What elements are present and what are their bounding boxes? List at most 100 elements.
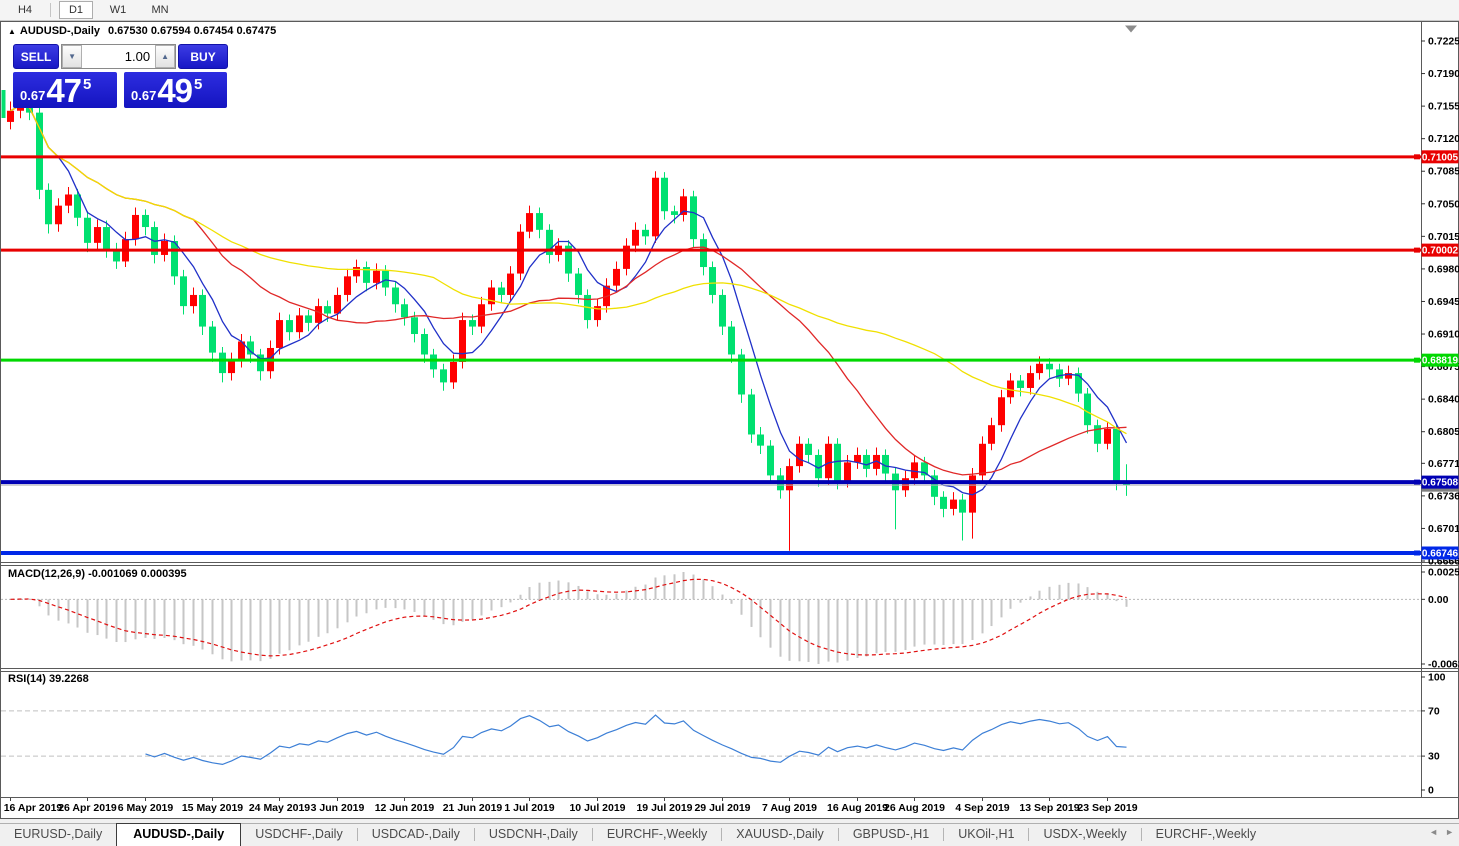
tab-audusd-daily[interactable]: AUDUSD-,Daily [116, 823, 242, 846]
date-tick-label: 26 Apr 2019 [58, 802, 117, 814]
timeframe-button-mn[interactable]: MN [151, 4, 169, 16]
candle [998, 389, 1005, 432]
candle [748, 388, 755, 443]
candle [613, 261, 620, 293]
hline-label-0.71005[interactable]: 0.71005 [1414, 150, 1459, 164]
sell-price-box[interactable]: 0.67 47 5 [13, 72, 117, 108]
macd-header: MACD(12,26,9) -0.001069 0.000395 [8, 568, 187, 580]
buy-price-big: 49 [157, 72, 193, 109]
volume-decrease-icon[interactable]: ▼ [62, 45, 83, 68]
candle [421, 328, 428, 363]
tab-separator [721, 828, 723, 841]
tabs-scroll-right-icon[interactable]: ► [1445, 827, 1454, 837]
date-tick-label: 19 Jul 2019 [636, 802, 692, 814]
candle [1065, 365, 1072, 386]
volume-stepper: ▼ ▲ [61, 44, 177, 69]
hline-label-0.66746[interactable]: 0.66746 [1414, 546, 1459, 560]
tab-usdcnh-daily[interactable]: USDCNH-,Daily [488, 827, 578, 841]
candle [344, 268, 351, 302]
hline-label-0.68819[interactable]: 0.68819 [1414, 353, 1459, 367]
candle [171, 235, 178, 285]
candle [719, 289, 726, 335]
date-tick-label: 21 Jun 2019 [443, 802, 503, 814]
sell-button[interactable]: SELL [13, 44, 60, 69]
collapse-panel-icon[interactable]: ▲ [8, 27, 16, 36]
candle [575, 267, 582, 304]
tab-scroll-buttons: ◄ ► [1429, 827, 1454, 837]
candle [36, 106, 43, 200]
tab-eurchf-weekly[interactable]: EURCHF-,Weekly [1155, 827, 1257, 841]
chart-shift-icon[interactable] [1125, 25, 1137, 33]
candle [247, 335, 254, 363]
candle [536, 207, 543, 239]
tab-usdx-weekly[interactable]: USDX-,Weekly [1043, 827, 1127, 841]
candle [286, 314, 293, 341]
tab-eurusd-daily[interactable]: EURUSD-,Daily [14, 827, 103, 841]
date-tick-label: 12 Jun 2019 [375, 802, 435, 814]
date-tick-label: 16 Apr 2019 [4, 802, 63, 814]
chart-ohlc-values: 0.67530 0.67594 0.67454 0.67475 [108, 25, 277, 37]
candle [526, 205, 533, 239]
candle [199, 289, 206, 335]
candle [757, 427, 764, 455]
date-tick-label: 6 May 2019 [118, 802, 174, 814]
tab-usdchf-daily[interactable]: USDCHF-,Daily [255, 827, 343, 841]
candle [401, 298, 408, 326]
tab-xauusd-daily[interactable]: XAUUSD-,Daily [736, 827, 824, 841]
timeframe-button-h4[interactable]: H4 [17, 4, 33, 16]
sell-price-prefix: 0.67 [20, 88, 46, 103]
one-click-trading-panel: SELL ▼ ▲ BUY 0.67 47 5 0.67 49 5 [13, 44, 228, 108]
tabs-scroll-left-icon[interactable]: ◄ [1429, 827, 1439, 837]
tab-eurchf-weekly[interactable]: EURCHF-,Weekly [606, 827, 708, 841]
candle [1017, 374, 1024, 397]
hline-label-0.70002[interactable]: 0.70002 [1414, 243, 1459, 257]
sell-price-sup: 5 [83, 76, 92, 93]
rsi-header: RSI(14) 39.2268 [8, 673, 89, 685]
chart-tab-bar: EURUSD-,Daily AUDUSD-,Daily USDCHF-,Daily U… [0, 823, 1459, 846]
candle [1094, 419, 1101, 453]
date-tick-label: 7 Aug 2019 [762, 802, 817, 814]
candle [113, 242, 120, 269]
buy-button[interactable]: BUY [178, 44, 228, 69]
buy-price-box[interactable]: 0.67 49 5 [124, 72, 227, 108]
date-tick-label: 3 Jun 2019 [311, 802, 365, 814]
date-tick-label: 16 Aug 2019 [827, 802, 888, 814]
hline-label-0.67508[interactable]: 0.67508 [1414, 475, 1459, 489]
volume-increase-icon[interactable]: ▲ [155, 45, 176, 68]
candle [190, 287, 197, 314]
date-tick-label: 10 Jul 2019 [569, 802, 625, 814]
candle [728, 320, 735, 363]
candle [700, 233, 707, 276]
candle [517, 224, 524, 281]
candle [671, 205, 678, 224]
tab-separator [837, 828, 839, 841]
macd-signal-line [10, 578, 1127, 657]
chart-symbol: AUDUSD-,Daily [19, 25, 100, 37]
volume-input[interactable] [82, 45, 156, 68]
svg-text:0.71005: 0.71005 [1422, 152, 1459, 163]
timeframe-button-d1[interactable]: D1 [59, 1, 93, 19]
candle [863, 449, 870, 478]
date-tick-label: 15 May 2019 [182, 802, 243, 814]
timeframe-button-w1[interactable]: W1 [109, 4, 127, 16]
rsi-axis-label: 0 [1428, 785, 1434, 797]
candle [911, 454, 918, 485]
candle [507, 266, 514, 302]
tab-gbpusd-h1[interactable]: GBPUSD-,H1 [852, 827, 930, 841]
tab-usdcad-daily[interactable]: USDCAD-,Daily [371, 827, 460, 841]
date-tick-label: 29 Jul 2019 [694, 802, 750, 814]
candle [469, 314, 476, 335]
candle [786, 458, 793, 551]
tab-ukoil-h1[interactable]: UKOil-,H1 [958, 827, 1015, 841]
ma-slow-line [10, 104, 1127, 435]
